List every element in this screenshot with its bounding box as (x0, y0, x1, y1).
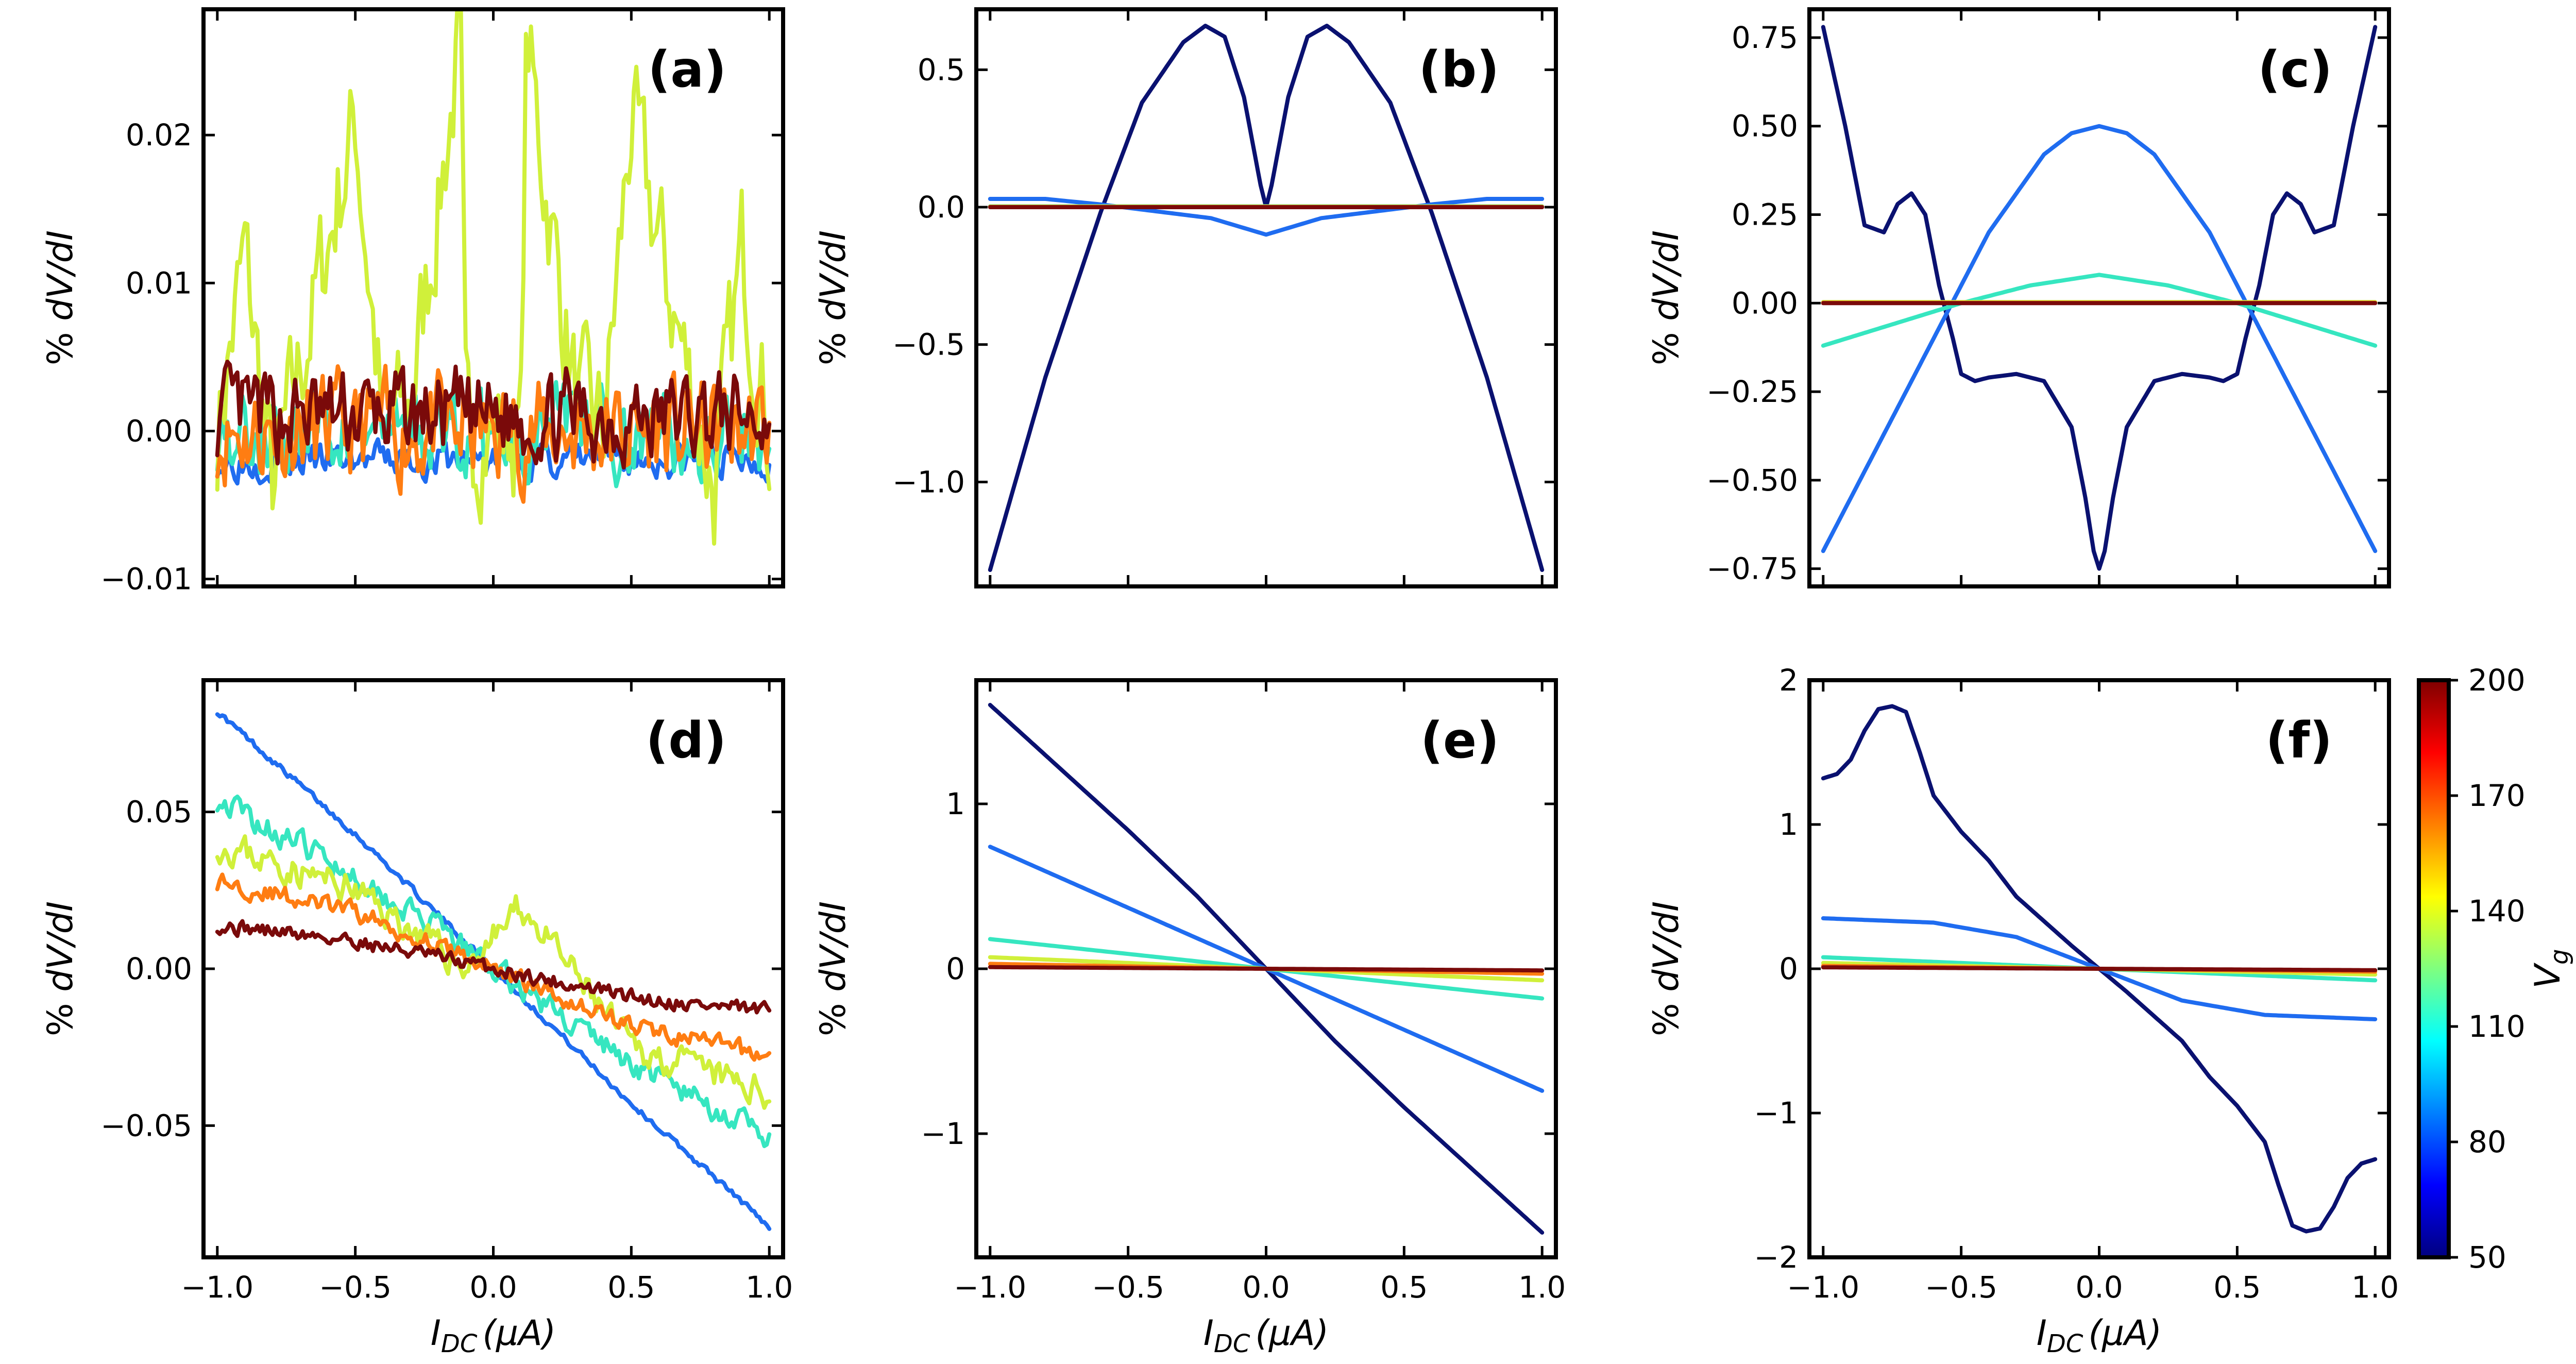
series-line-vg-200 (215, 359, 772, 470)
colorbar-label: Vg (2528, 949, 2574, 989)
colorbar-tick-label: 140 (2468, 894, 2526, 929)
y-tick-label: 0.05 (126, 795, 192, 830)
x-tick-label: 1.0 (745, 1270, 793, 1305)
y-tick-label: 0.5 (918, 52, 965, 87)
series-line-vg-80 (1821, 124, 2378, 553)
y-tick-label: 1 (1779, 807, 1798, 842)
y-tick-label: 0.0 (918, 190, 965, 225)
panel-label: (d) (646, 712, 726, 769)
y-tick-label: 0.25 (1732, 197, 1798, 232)
x-tick-label: −1.0 (954, 1270, 1026, 1305)
y-tick-label: −0.75 (1706, 551, 1798, 586)
x-tick-label: −1.0 (1787, 1270, 1859, 1305)
x-tick-label: 0.0 (1242, 1270, 1290, 1305)
series-line-vg-200 (988, 965, 1545, 973)
series-group (215, 9, 772, 546)
colorbar: 50 80 110 140 170 200 Vg (2417, 663, 2574, 1275)
panel-c: −0.75 −0.50 −0.25 0.00 0.25 0.50 0.75 % dV/dI (c… (1646, 7, 2391, 588)
y-tick-label: −0.01 (100, 562, 192, 597)
y-tick-label: −1.0 (892, 464, 965, 499)
colorbar-tick-label: 80 (2468, 1124, 2506, 1159)
x-tick-label: 0.5 (607, 1270, 655, 1305)
colorbar-gradient (2419, 680, 2449, 1257)
panel-label: (e) (1420, 712, 1499, 769)
x-tick-label: −0.5 (319, 1270, 392, 1305)
panel-label: (b) (1419, 41, 1499, 98)
x-tick-label: −0.5 (1092, 1270, 1164, 1305)
y-tick-label: 0.01 (126, 265, 192, 300)
x-tick-label: 1.0 (2351, 1270, 2399, 1305)
series-group (988, 703, 1545, 1235)
panel-b: −1.0 −0.5 0.0 0.5 % dV/dI (b) (813, 7, 1558, 588)
x-axis-label: IDC (μA) (431, 1313, 556, 1358)
y-tick-label: −1 (921, 1116, 965, 1151)
series-line-vg-110 (1821, 273, 2378, 348)
y-axis-label: % dV/dI (1646, 901, 1687, 1036)
y-tick-label: −0.25 (1706, 374, 1798, 409)
y-tick-label: −1 (1754, 1096, 1799, 1131)
panel-label: (c) (2258, 41, 2332, 98)
y-tick-label: 0 (946, 951, 965, 986)
series-group (988, 24, 1545, 572)
y-tick-label: −0.50 (1706, 463, 1798, 498)
y-tick-label: 1 (946, 786, 965, 821)
x-tick-label: 0.0 (2075, 1270, 2123, 1305)
x-axis-label: IDC (μA) (1204, 1313, 1329, 1358)
colorbar-tick-label: 170 (2468, 778, 2526, 813)
panel-d: −1.0 −0.5 0.0 0.5 1.0 −0.05 0.00 0.05 % dV/dI IDC… (40, 678, 793, 1358)
y-tick-label: 0.75 (1732, 20, 1798, 55)
y-tick-label: −0.05 (100, 1108, 192, 1143)
y-tick-label: 2 (1779, 663, 1798, 698)
panel-label: (a) (648, 41, 726, 98)
series-line-vg-80 (988, 197, 1545, 237)
x-tick-label: 0.5 (1380, 1270, 1428, 1305)
x-tick-label: 0.0 (469, 1270, 517, 1305)
series-line-vg-170 (215, 872, 772, 1062)
y-axis-label: % dV/dI (1646, 230, 1687, 365)
y-tick-label: 0.00 (1732, 285, 1798, 321)
y-tick-label: 0.02 (126, 117, 192, 153)
x-tick-label: −0.5 (1925, 1270, 1997, 1305)
x-tick-label: 0.5 (2213, 1270, 2261, 1305)
y-tick-label: −2 (1754, 1240, 1799, 1275)
series-group (1821, 704, 2378, 1234)
y-axis-label: % dV/dI (40, 230, 81, 365)
x-tick-label: 1.0 (1518, 1270, 1566, 1305)
panels: −0.010.000.010.02% dV/dI(a)−1.0−0.50.00.… (40, 7, 2399, 1358)
y-tick-label: 0.50 (1732, 109, 1798, 144)
series-line-vg-110 (215, 794, 772, 1149)
panel-label: (f) (2265, 712, 2332, 769)
x-tick-label: −1.0 (181, 1270, 253, 1305)
y-axis-label: % dV/dI (813, 230, 854, 365)
y-tick-label: −0.5 (892, 327, 965, 362)
panel-f: −1.0 −0.5 0.0 0.5 1.0 −2 −1 0 1 2 % dV/dI IDC (μA) (f… (1646, 663, 2399, 1358)
series-group (215, 712, 772, 1231)
y-tick-label: 0.00 (126, 951, 192, 986)
series-line-vg-50 (1821, 25, 2378, 571)
y-tick-label: 0.00 (126, 413, 192, 448)
series-group (1821, 25, 2378, 571)
y-tick-label: 0 (1779, 951, 1798, 986)
series-line-vg-50 (988, 24, 1545, 572)
series-line-vg-200 (215, 919, 772, 1015)
colorbar-frame (2417, 678, 2451, 1259)
colorbar-tick-label: 110 (2468, 1009, 2526, 1044)
panel-a: −0.01 0.00 0.01 0.02 % dV/dI (a) (40, 7, 785, 597)
series-line-vg-140 (215, 834, 772, 1110)
colorbar-tick-label: 200 (2468, 663, 2526, 698)
y-axis-label: % dV/dI (40, 901, 81, 1036)
colorbar-tick-label: 50 (2468, 1240, 2506, 1275)
y-axis-label: % dV/dI (813, 901, 854, 1036)
series-line-vg-200 (1821, 965, 2378, 972)
panel-e: −1.0 −0.5 0.0 0.5 1.0 −1 0 1 % dV/dI IDC (μA) (e) (813, 678, 1566, 1358)
x-axis-label: IDC (μA) (2037, 1313, 2162, 1358)
